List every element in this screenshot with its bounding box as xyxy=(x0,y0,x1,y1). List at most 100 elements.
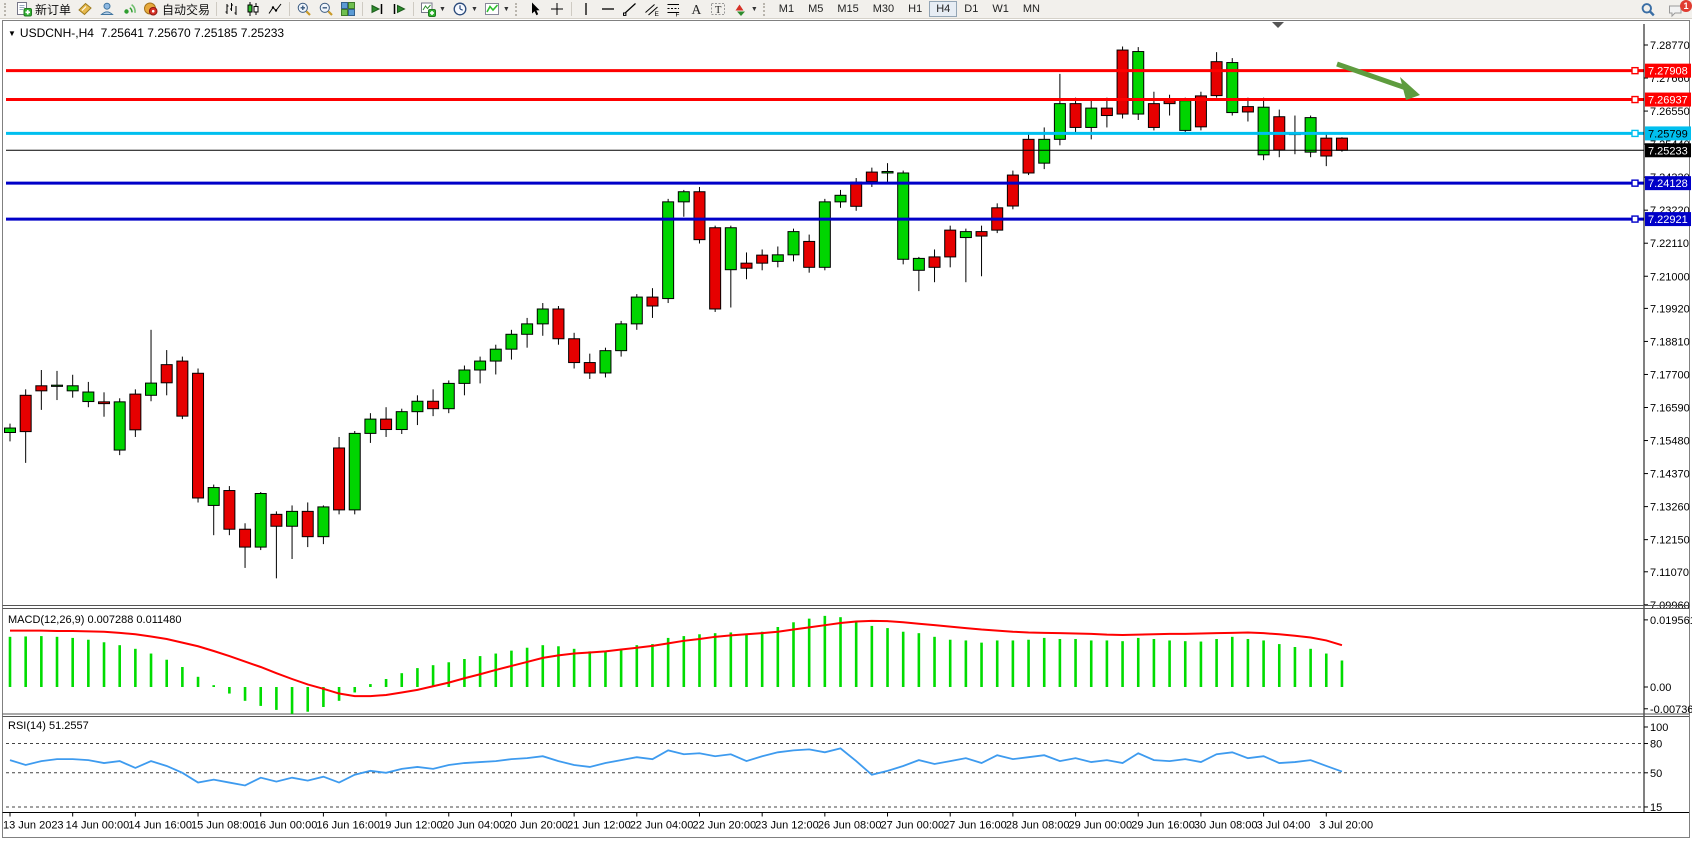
autotrade-button[interactable]: 自动交易 xyxy=(140,1,213,18)
price-tick-label: 7.11070 xyxy=(1650,567,1689,579)
price-tick-label: 7.21000 xyxy=(1650,271,1690,283)
horizontal-line-button[interactable] xyxy=(597,1,619,18)
down-trend-arrow[interactable] xyxy=(1336,61,1420,100)
trendline-button[interactable] xyxy=(619,1,641,18)
macd-bar xyxy=(839,617,842,687)
autotrade-button-label: 自动交易 xyxy=(162,2,211,17)
bar-chart-icon xyxy=(223,1,239,17)
line-handle[interactable] xyxy=(1631,215,1639,223)
cursor-button[interactable] xyxy=(524,1,546,18)
macd-bar xyxy=(384,678,388,687)
timeframe-w1[interactable]: W1 xyxy=(992,3,1009,15)
ticket-button[interactable] xyxy=(74,1,96,18)
profile-button[interactable] xyxy=(96,1,118,18)
time-tick-label: 27 Jun 00:00 xyxy=(881,820,945,832)
price-tag-7.22921: 7.22921 xyxy=(1645,212,1691,227)
chart-shift-marker xyxy=(1272,22,1284,28)
macd-bar xyxy=(682,636,686,687)
svg-text:A: A xyxy=(691,2,701,17)
new-order-button[interactable]: 新订单 xyxy=(13,1,74,18)
notification-badge: 1 xyxy=(1680,0,1692,12)
candle-body xyxy=(646,296,659,307)
zoom-out-button[interactable] xyxy=(315,1,337,18)
text-button[interactable]: A xyxy=(685,1,707,18)
line-handle[interactable] xyxy=(1631,66,1639,75)
svg-text:F: F xyxy=(675,12,679,18)
candle-body xyxy=(771,254,784,262)
dropdown-caret-icon[interactable]: ▼ xyxy=(470,5,478,13)
fibonacci-button[interactable]: F xyxy=(663,1,685,18)
bar-chart-button[interactable] xyxy=(220,1,242,18)
macd-bar xyxy=(306,687,310,712)
horizontal-line-icon xyxy=(600,1,616,17)
indicators-button[interactable]: ▼ xyxy=(481,1,513,18)
new-chart-icon xyxy=(420,1,437,17)
vertical-line-button[interactable] xyxy=(575,1,597,18)
time-axis: 13 Jun 2023 14 Jun 00:00 14 Jun 16:00 15 Ju… xyxy=(3,812,1373,832)
timeframe-m5[interactable]: M5 xyxy=(808,3,824,15)
toolbar-separator xyxy=(289,2,291,16)
timeframe-m30[interactable]: M30 xyxy=(872,3,895,15)
time-tick-label: 16 Jun 16:00 xyxy=(316,820,380,832)
zoom-in-button[interactable] xyxy=(293,1,315,18)
timeframe-m15[interactable]: M15 xyxy=(837,3,859,15)
candlestick-chart-button[interactable] xyxy=(242,1,264,18)
channel-icon: E xyxy=(644,1,660,17)
macd-bar xyxy=(698,634,701,687)
candle-body xyxy=(66,385,79,392)
timeframe-h1[interactable]: H1 xyxy=(908,3,923,15)
candle-body xyxy=(552,308,565,340)
price-tag-label: 7.22921 xyxy=(1648,214,1688,226)
tile-windows-button[interactable] xyxy=(337,1,359,18)
dropdown-caret-icon[interactable]: ▼ xyxy=(750,5,758,13)
signal-button[interactable] xyxy=(118,1,140,18)
new-order-button-label: 新订单 xyxy=(35,2,72,17)
line-chart-button[interactable] xyxy=(264,1,286,18)
candle-body xyxy=(881,170,894,174)
dropdown-caret-icon[interactable]: ▼ xyxy=(502,5,510,13)
candle-body xyxy=(19,394,32,433)
price-tick-label: 7.22110 xyxy=(1650,238,1689,250)
chart-canvas[interactable]: 7.287707.276607.265507.254407.243307.232… xyxy=(0,20,1692,844)
timeframe-h4[interactable]: H4 xyxy=(929,1,958,17)
dropdown-caret-icon[interactable]: ▼ xyxy=(439,5,446,13)
macd-bar xyxy=(525,647,529,687)
candle-body xyxy=(1210,61,1223,97)
line-handle[interactable] xyxy=(1631,129,1639,138)
candle-body xyxy=(1038,138,1051,164)
timeframe-mn[interactable]: MN xyxy=(1022,3,1040,15)
macd-bar xyxy=(400,673,404,687)
chart-shift-button[interactable] xyxy=(388,1,410,18)
zoom-in-icon xyxy=(296,1,312,17)
notifications-button[interactable]: 1 xyxy=(1665,0,1692,18)
rsi-label: RSI(14) 51.2557 xyxy=(8,720,89,732)
candle-body xyxy=(1053,103,1066,140)
candle-body xyxy=(489,348,502,362)
timeframe-d1[interactable]: D1 xyxy=(964,3,979,15)
macd-bar xyxy=(212,685,216,687)
candle-body xyxy=(568,338,581,364)
auto-scroll-button[interactable] xyxy=(366,1,388,18)
new-chart-button[interactable]: ▼ xyxy=(417,1,449,18)
macd-bar xyxy=(933,636,936,687)
chart-window[interactable]: 7.287707.276607.265507.254407.243307.232… xyxy=(0,20,1692,844)
candle-body xyxy=(928,256,941,268)
search-button[interactable] xyxy=(1637,1,1659,18)
arrows-button[interactable]: ▼ xyxy=(729,1,761,18)
periods-button[interactable]: ▼ xyxy=(449,1,481,18)
toolbar-grip xyxy=(514,2,520,16)
macd-bar xyxy=(1089,640,1093,687)
line-handle[interactable] xyxy=(1631,179,1639,187)
price-tag-7.26937: 7.26937 xyxy=(1645,92,1691,107)
chart-menu-caret[interactable]: ▼ xyxy=(8,29,16,38)
fibonacci-icon: F xyxy=(666,1,682,17)
crosshair-button[interactable] xyxy=(546,1,568,18)
macd-bar xyxy=(964,640,968,687)
text-label-button[interactable]: T xyxy=(707,1,729,18)
macd-bar xyxy=(886,628,889,687)
line-handle[interactable] xyxy=(1631,95,1639,104)
timeframe-m1[interactable]: M1 xyxy=(778,3,795,15)
line-chart-icon xyxy=(267,1,283,17)
equidistant-channel-button[interactable]: E xyxy=(641,1,663,18)
